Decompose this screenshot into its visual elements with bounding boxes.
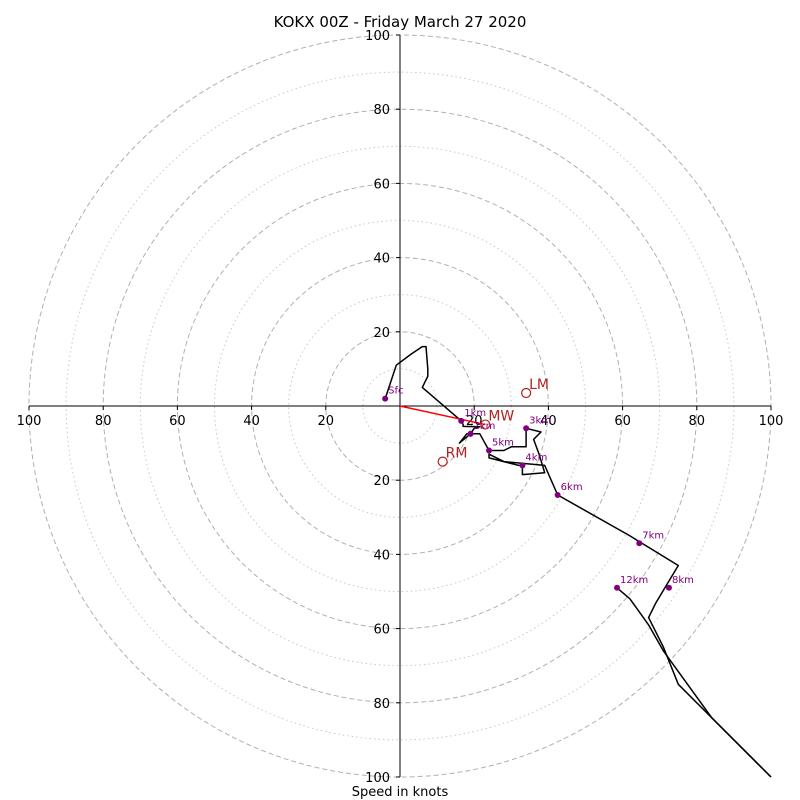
upper-wind-profile-line — [616, 587, 772, 778]
x-tick-label: 20 — [318, 414, 335, 429]
wind-profile-line — [384, 345, 772, 778]
height-marker-label: Sfc — [388, 386, 403, 397]
x-tick-label: 60 — [614, 414, 631, 429]
x-tick-label: 40 — [243, 414, 260, 429]
shear-vector — [399, 405, 486, 426]
hodograph-trace — [384, 345, 772, 778]
height-marker-point — [467, 430, 474, 437]
storm-motion-point — [521, 387, 532, 399]
x-tick-label: 80 — [689, 414, 706, 429]
y-tick-label: 60 — [373, 623, 390, 638]
y-tick-label: 20 — [373, 326, 390, 341]
height-marker-label: 2km — [473, 421, 495, 432]
chart-title: KOKX 00Z - Friday March 27 2020 — [274, 13, 527, 31]
height-marker-label: 6km — [561, 482, 583, 493]
storm-motion-markers: LM MW RM — [437, 377, 549, 467]
y-tick-label: 80 — [373, 697, 390, 712]
height-marker-point — [636, 540, 643, 547]
height-marker-point — [519, 462, 526, 469]
y-tick-label: 40 — [373, 252, 390, 267]
x-tick-label: 40 — [540, 414, 557, 429]
y-tick-label: 80 — [373, 103, 390, 118]
height-marker-point — [554, 492, 561, 499]
storm-motion-label: LM — [529, 377, 549, 393]
storm-motion-point — [480, 419, 491, 430]
y-tick-label: 100 — [365, 771, 390, 786]
height-marker-point — [486, 447, 493, 454]
x-tick-label: 80 — [95, 414, 112, 429]
x-axis-label: Speed in knots — [352, 785, 449, 800]
height-marker-label: 1km — [464, 408, 486, 419]
x-tick-label: 100 — [759, 414, 784, 429]
height-marker-point — [614, 584, 621, 591]
height-marker-point — [382, 395, 389, 402]
y-tick-label: 40 — [373, 548, 390, 563]
bulk-shear-line — [399, 405, 486, 426]
storm-motion-label: RM — [446, 446, 468, 462]
storm-motion-label: MW — [488, 409, 514, 425]
x-tick-label: 60 — [169, 414, 186, 429]
height-marker-point — [665, 584, 672, 591]
height-markers: Sfc 1km 2km 3km 4km 5km 6km 7km 8km 12km — [382, 386, 694, 591]
height-marker-point — [458, 417, 465, 424]
height-marker-label: 8km — [672, 575, 694, 586]
height-marker-point — [523, 425, 530, 432]
height-marker-label: 7km — [642, 530, 664, 541]
storm-motion-point — [437, 456, 448, 467]
height-marker-label: 4km — [525, 452, 547, 463]
height-marker-label: 12km — [620, 575, 648, 586]
height-marker-label: 3km — [529, 415, 551, 426]
y-tick-label: 60 — [373, 177, 390, 192]
y-tick-label: 100 — [365, 29, 390, 44]
height-marker-label: 5km — [492, 438, 514, 449]
x-tick-label: 100 — [17, 414, 42, 429]
y-tick-label: 20 — [373, 474, 390, 489]
